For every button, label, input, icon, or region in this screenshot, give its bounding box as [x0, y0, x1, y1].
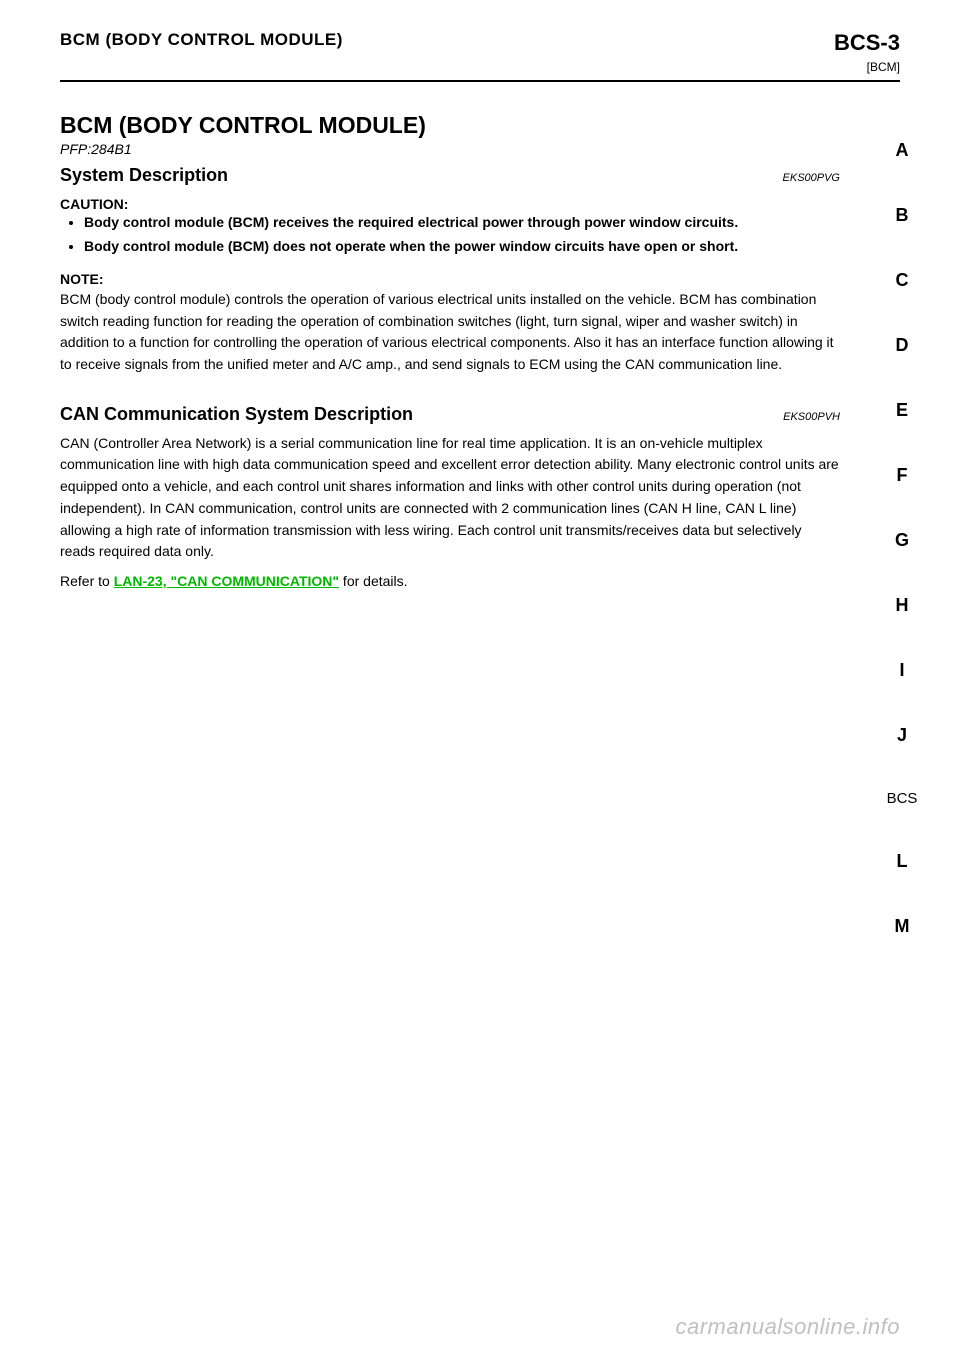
nav-item-c[interactable]: C: [884, 270, 920, 291]
caution-label: CAUTION:: [60, 196, 840, 212]
nav-item-e[interactable]: E: [884, 400, 920, 421]
watermark: carmanualsonline.info: [675, 1314, 900, 1340]
pfp-code: PFP:284B1: [60, 141, 840, 157]
sub1-title: System Description: [60, 165, 228, 186]
main-title: BCM (BODY CONTROL MODULE): [60, 112, 840, 139]
link-suffix: for details.: [339, 573, 407, 589]
caution-item-2: Body control module (BCM) does not opera…: [84, 236, 840, 257]
nav-item-h[interactable]: H: [884, 595, 920, 616]
nav-item-i[interactable]: I: [884, 660, 920, 681]
nav-item-l[interactable]: L: [884, 851, 920, 872]
sub1-code: EKS00PVG: [783, 172, 840, 184]
note-label: NOTE:: [60, 271, 840, 287]
nav-item-bcs[interactable]: BCS: [884, 790, 920, 807]
lan-link[interactable]: LAN-23, "CAN COMMUNICATION": [114, 573, 339, 589]
nav-item-d[interactable]: D: [884, 335, 920, 356]
nav-item-f[interactable]: F: [884, 465, 920, 486]
sub2-title-row: CAN Communication System Description EKS…: [60, 404, 840, 425]
page-header: BCM (BODY CONTROL MODULE) BCS-3 [BCM]: [0, 0, 960, 74]
page-number: BCS-3: [834, 30, 900, 56]
nav-item-a[interactable]: A: [884, 140, 920, 161]
sub2-code: EKS00PVH: [783, 411, 840, 423]
sub1-title-row: System Description EKS00PVG: [60, 165, 840, 186]
ref-code: [BCM]: [834, 60, 900, 74]
sub2-text-1: CAN (Controller Area Network) is a seria…: [60, 433, 840, 563]
nav-item-m[interactable]: M: [884, 916, 920, 937]
nav-item-j[interactable]: J: [884, 725, 920, 746]
note-text: BCM (body control module) controls the o…: [60, 289, 840, 376]
nav-item-b[interactable]: B: [884, 205, 920, 226]
caution-item-1: Body control module (BCM) receives the r…: [84, 212, 840, 233]
header-right-block: BCS-3 [BCM]: [834, 30, 900, 74]
caution-list: Body control module (BCM) receives the r…: [60, 212, 840, 257]
main-content: BCM (BODY CONTROL MODULE) PFP:284B1 Syst…: [0, 82, 960, 593]
side-nav: A B C D E F G H I J BCS L M: [884, 140, 920, 937]
link-prefix: Refer to: [60, 573, 114, 589]
header-section-title: BCM (BODY CONTROL MODULE): [60, 30, 343, 50]
nav-item-g[interactable]: G: [884, 530, 920, 551]
sub2-title: CAN Communication System Description: [60, 404, 413, 425]
sub2-link-line: Refer to LAN-23, "CAN COMMUNICATION" for…: [60, 571, 840, 593]
